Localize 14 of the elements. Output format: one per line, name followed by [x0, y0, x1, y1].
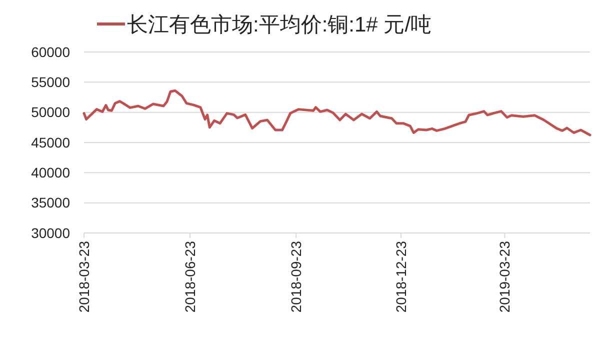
line-series [82, 89, 592, 136]
y-tick-label: 35000 [31, 194, 70, 211]
x-tick-label: 2019-03-23 [496, 240, 513, 313]
x-tick-label: 2018-09-23 [288, 240, 304, 313]
x-tick-label: 2018-06-23 [182, 240, 198, 313]
legend-label: 长江有色市场:平均价:铜:1# 元/吨 [127, 13, 432, 36]
x-tick-label: 2018-03-23 [76, 240, 92, 313]
y-tick-label: 45000 [31, 134, 70, 150]
y-tick-label: 30000 [31, 224, 70, 241]
y-tick-label: 40000 [31, 164, 70, 181]
x-tick-label: 2018-12-23 [392, 240, 409, 313]
y-tick-label: 55000 [31, 74, 70, 90]
y-tick-label: 60000 [31, 44, 70, 60]
y-tick-label: 50000 [31, 104, 70, 120]
